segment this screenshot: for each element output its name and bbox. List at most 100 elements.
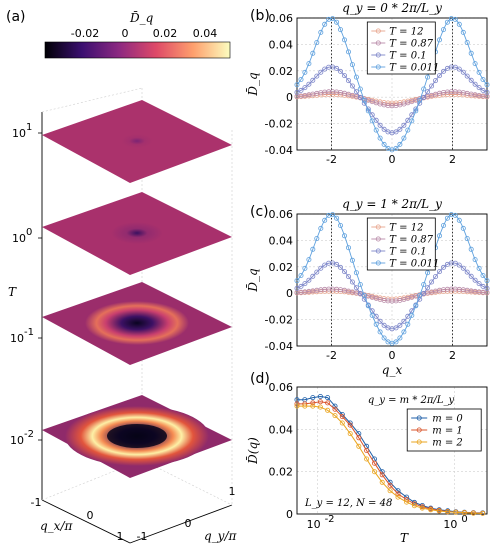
panel-b-series-3-point xyxy=(369,118,375,124)
panel-c-series-3-point xyxy=(373,321,379,327)
panel-d-legend-title: q_y = m * 2π/L_y xyxy=(368,395,455,406)
panel-d-series-1-point xyxy=(339,414,345,420)
layer-core xyxy=(107,424,167,448)
panel-c-series-3-point xyxy=(341,233,347,239)
panel-c-series-3-point xyxy=(353,270,359,276)
panel-d-series-2-point xyxy=(461,510,467,516)
panel-b-series-2-point xyxy=(464,73,470,79)
panel-d-legend-marker-0 xyxy=(416,415,422,421)
z-tick-1: 10 0 xyxy=(12,227,42,245)
panel-b-series-2-point xyxy=(456,66,462,72)
panel-c-ytick-1: 0.04 xyxy=(269,234,294,247)
panel-d-series-2-point xyxy=(428,507,434,513)
panel-d-legend-marker-1 xyxy=(416,427,422,433)
panel-c-series-3-point xyxy=(472,257,478,263)
panel-b-series-3-point xyxy=(405,127,411,133)
panel-b-series-3-point xyxy=(377,135,383,141)
panel-b-series-2-point xyxy=(298,87,304,93)
panel-d-series-0-point xyxy=(325,395,331,401)
layer-feature xyxy=(111,222,163,244)
panel-c-xtick-0: -2 xyxy=(326,349,337,362)
panel-d-series-2-point xyxy=(339,420,345,426)
panel-c-legend-label-2: T = 0.1 xyxy=(389,247,426,258)
panel-c-series-2-point xyxy=(334,261,340,267)
panel-c-series-3 xyxy=(294,212,490,346)
panel-c-series-2-point xyxy=(345,274,351,280)
panel-c-series-2-point xyxy=(401,318,407,324)
panel-c-legend-marker-0 xyxy=(375,224,381,230)
panel-c-series-2-point xyxy=(314,269,320,275)
panel-c-series-2-point xyxy=(302,281,308,287)
panel-c-series-2-point xyxy=(381,322,387,328)
panel-b-series-3-point xyxy=(484,82,490,88)
panel-b-title: q_y = 0 * 2π/L_y xyxy=(342,1,442,15)
panel-c-frame xyxy=(296,213,488,347)
heatmap-layer-t0p1 xyxy=(42,282,232,365)
panel-b-series-3-point xyxy=(298,77,304,83)
panel-c-series-3-point xyxy=(314,235,320,241)
panel-b-series-3-point xyxy=(334,19,340,25)
panel-c-series-2-point xyxy=(480,283,486,289)
panel-c-series-2-point xyxy=(484,285,490,291)
y3d-tick-0: -1 xyxy=(137,530,148,543)
y3d-axis-label: q_y/π xyxy=(204,529,238,543)
panel-c-series-3-point xyxy=(464,235,470,241)
panel-c-series-2-point xyxy=(468,273,474,279)
panel-c-series-3-point xyxy=(421,281,427,287)
panel-d-series-0-point xyxy=(310,395,316,401)
panel-b-series-3-point xyxy=(361,97,367,103)
panel-b-series-3-point xyxy=(397,141,403,147)
panel-c-series-3-point xyxy=(405,321,411,327)
panel-c-title: q_y = 1 * 2π/L_y xyxy=(342,197,442,211)
panel-b-series-3-point xyxy=(310,50,316,56)
panel-c-series-3-point xyxy=(460,225,466,231)
panel-b-series-2-point xyxy=(421,94,427,100)
colorbar-tick-3: 0.04 xyxy=(193,27,218,40)
panel-d-series-2-point xyxy=(387,488,393,494)
panel-b-series-2-point xyxy=(337,68,343,74)
panel-b-series-2-point xyxy=(377,122,383,128)
panel-d-legend-marker-2 xyxy=(416,439,422,445)
panel-d-series-2-point xyxy=(347,431,353,437)
layer-feature xyxy=(121,134,153,148)
panel-b-series-3-point xyxy=(452,16,458,22)
panel-b-series-3-point xyxy=(413,108,419,114)
panel-c-series-3-point xyxy=(306,257,312,263)
colorbar-tick-2: 0.02 xyxy=(153,27,178,40)
panel-b-series-2-point xyxy=(397,126,403,132)
panel-c-legend-label-1: T = 0.87 xyxy=(389,235,433,246)
panel-c-ytick-3: 0 xyxy=(286,287,293,300)
panel-c-series-2-point xyxy=(349,279,355,285)
panel-d-xtick-0: 10 xyxy=(307,518,321,531)
panel-c-series-2-point xyxy=(294,285,300,291)
panel-c-series-3-point xyxy=(468,246,474,252)
panel-d-series-1-point xyxy=(347,422,353,428)
box-front-left xyxy=(41,499,131,544)
panel-b-series-2-point xyxy=(341,73,347,79)
panel-c-series-3-point xyxy=(444,215,450,221)
panel-d-series-2-line xyxy=(297,405,483,514)
panel-b-series-2-point xyxy=(294,89,300,95)
panel-b-series-3-point xyxy=(294,82,300,88)
panel-c-series-3-point xyxy=(349,257,355,263)
z-tick-2-base: 10 xyxy=(10,332,24,345)
panel-d-xtick-1: 10 xyxy=(443,518,457,531)
panel-c-xtick-2: 2 xyxy=(449,349,456,362)
panel-b-series-3-point xyxy=(464,40,470,46)
panel-b-series-3-point xyxy=(393,145,399,151)
panel-b-series-3-point xyxy=(440,27,446,33)
panel-c-series-3-point xyxy=(322,217,328,223)
panel-c-series-2-point xyxy=(456,262,462,268)
panel-c-series-3-point xyxy=(393,339,399,345)
panel-c-series-2-point xyxy=(464,269,470,275)
z-tick-0: 10 1 xyxy=(12,122,42,140)
heatmap-layer-t1 xyxy=(42,192,232,275)
panel-c-series-3-point xyxy=(440,222,446,228)
panel-d-series-2-point xyxy=(332,413,338,419)
panel-b-series-3-point xyxy=(480,77,486,83)
panel-d-series-2-point xyxy=(302,403,308,409)
panel-c-ytick-2: 0.02 xyxy=(269,261,294,274)
x3d-tick-1: 0 xyxy=(87,509,94,522)
panel-b-series-2-point xyxy=(480,87,486,93)
